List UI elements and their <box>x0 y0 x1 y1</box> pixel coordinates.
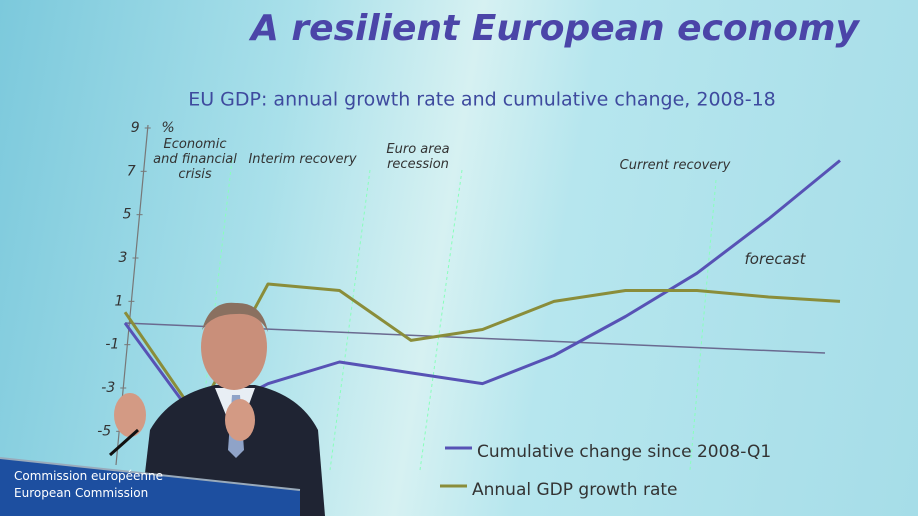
legend-label: Cumulative change since 2008-Q1 <box>477 442 771 462</box>
annotation: Euro area recession <box>386 142 450 172</box>
legend-label: Annual GDP growth rate <box>472 480 678 500</box>
y-tick-label: 9 <box>131 120 140 136</box>
y-tick-label: 3 <box>119 250 128 266</box>
chart-subtitle: EU GDP: annual growth rate and cumulativ… <box>188 89 776 111</box>
speaker-hand <box>114 393 146 437</box>
speaker-hand <box>225 399 255 441</box>
annotation: forecast <box>744 250 806 268</box>
y-tick-label: 5 <box>123 207 132 223</box>
legend: Cumulative change since 2008-Q1 Annual GD… <box>440 442 771 500</box>
microphone <box>109 428 139 457</box>
y-tick-label: 1 <box>114 293 123 309</box>
phase-divider <box>329 169 371 471</box>
y-unit: % <box>161 120 174 136</box>
podium-edge <box>0 457 301 491</box>
podium <box>0 458 300 516</box>
phase-divider <box>419 169 463 471</box>
annotation: Interim recovery <box>248 152 357 167</box>
y-tick-label: -5 <box>97 423 111 439</box>
phase-divider <box>689 179 717 471</box>
y-tick-label: -3 <box>101 380 115 396</box>
podium-text: Commission européenne <box>14 469 164 483</box>
y-tick-label: -1 <box>105 337 119 353</box>
y-tick-label: 7 <box>127 163 136 179</box>
speaker-head <box>201 304 267 390</box>
speaker-hair <box>202 302 268 332</box>
slide-title: A resilient European economy <box>248 8 861 49</box>
podium-text: European Commission <box>14 486 149 500</box>
annotation: Economic and financial crisis <box>153 137 237 182</box>
annotation: Current recovery <box>619 158 731 173</box>
